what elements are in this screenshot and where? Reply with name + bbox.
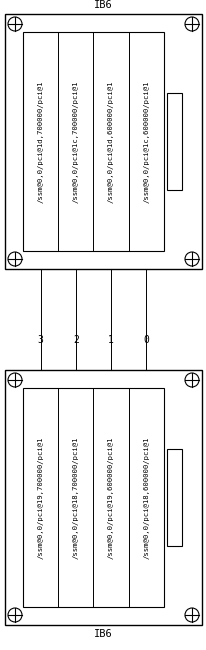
Text: /ssm@0,0/pci@18,700000/pci@1: /ssm@0,0/pci@18,700000/pci@1 — [73, 436, 78, 559]
Bar — [5, 14, 201, 269]
Bar — [23, 388, 163, 607]
Bar — [23, 32, 163, 251]
Text: /ssm@0,0/pci@1c,600000/pci@1: /ssm@0,0/pci@1c,600000/pci@1 — [143, 80, 149, 203]
Bar — [166, 449, 181, 546]
Text: /ssm@0,0/pci@19,700000/pci@1: /ssm@0,0/pci@19,700000/pci@1 — [37, 436, 43, 559]
Text: 3: 3 — [37, 335, 43, 345]
Bar — [166, 94, 181, 190]
Text: /ssm@0,0/pci@1c,700000/pci@1: /ssm@0,0/pci@1c,700000/pci@1 — [73, 80, 78, 203]
Text: 0: 0 — [143, 335, 149, 345]
Text: IB6: IB6 — [94, 629, 112, 639]
Bar — [5, 370, 201, 625]
Text: /ssm@0,0/pci@19,600000/pci@1: /ssm@0,0/pci@19,600000/pci@1 — [108, 436, 114, 559]
Text: 1: 1 — [108, 335, 114, 345]
Text: IB6: IB6 — [94, 0, 112, 10]
Text: 2: 2 — [73, 335, 78, 345]
Text: /ssm@0,0/pci@18,600000/pci@1: /ssm@0,0/pci@18,600000/pci@1 — [143, 436, 149, 559]
Text: /ssm@0,0/pci@1d,700000/pci@1: /ssm@0,0/pci@1d,700000/pci@1 — [37, 80, 43, 203]
Text: /ssm@0,0/pci@1d,600000/pci@1: /ssm@0,0/pci@1d,600000/pci@1 — [108, 80, 114, 203]
